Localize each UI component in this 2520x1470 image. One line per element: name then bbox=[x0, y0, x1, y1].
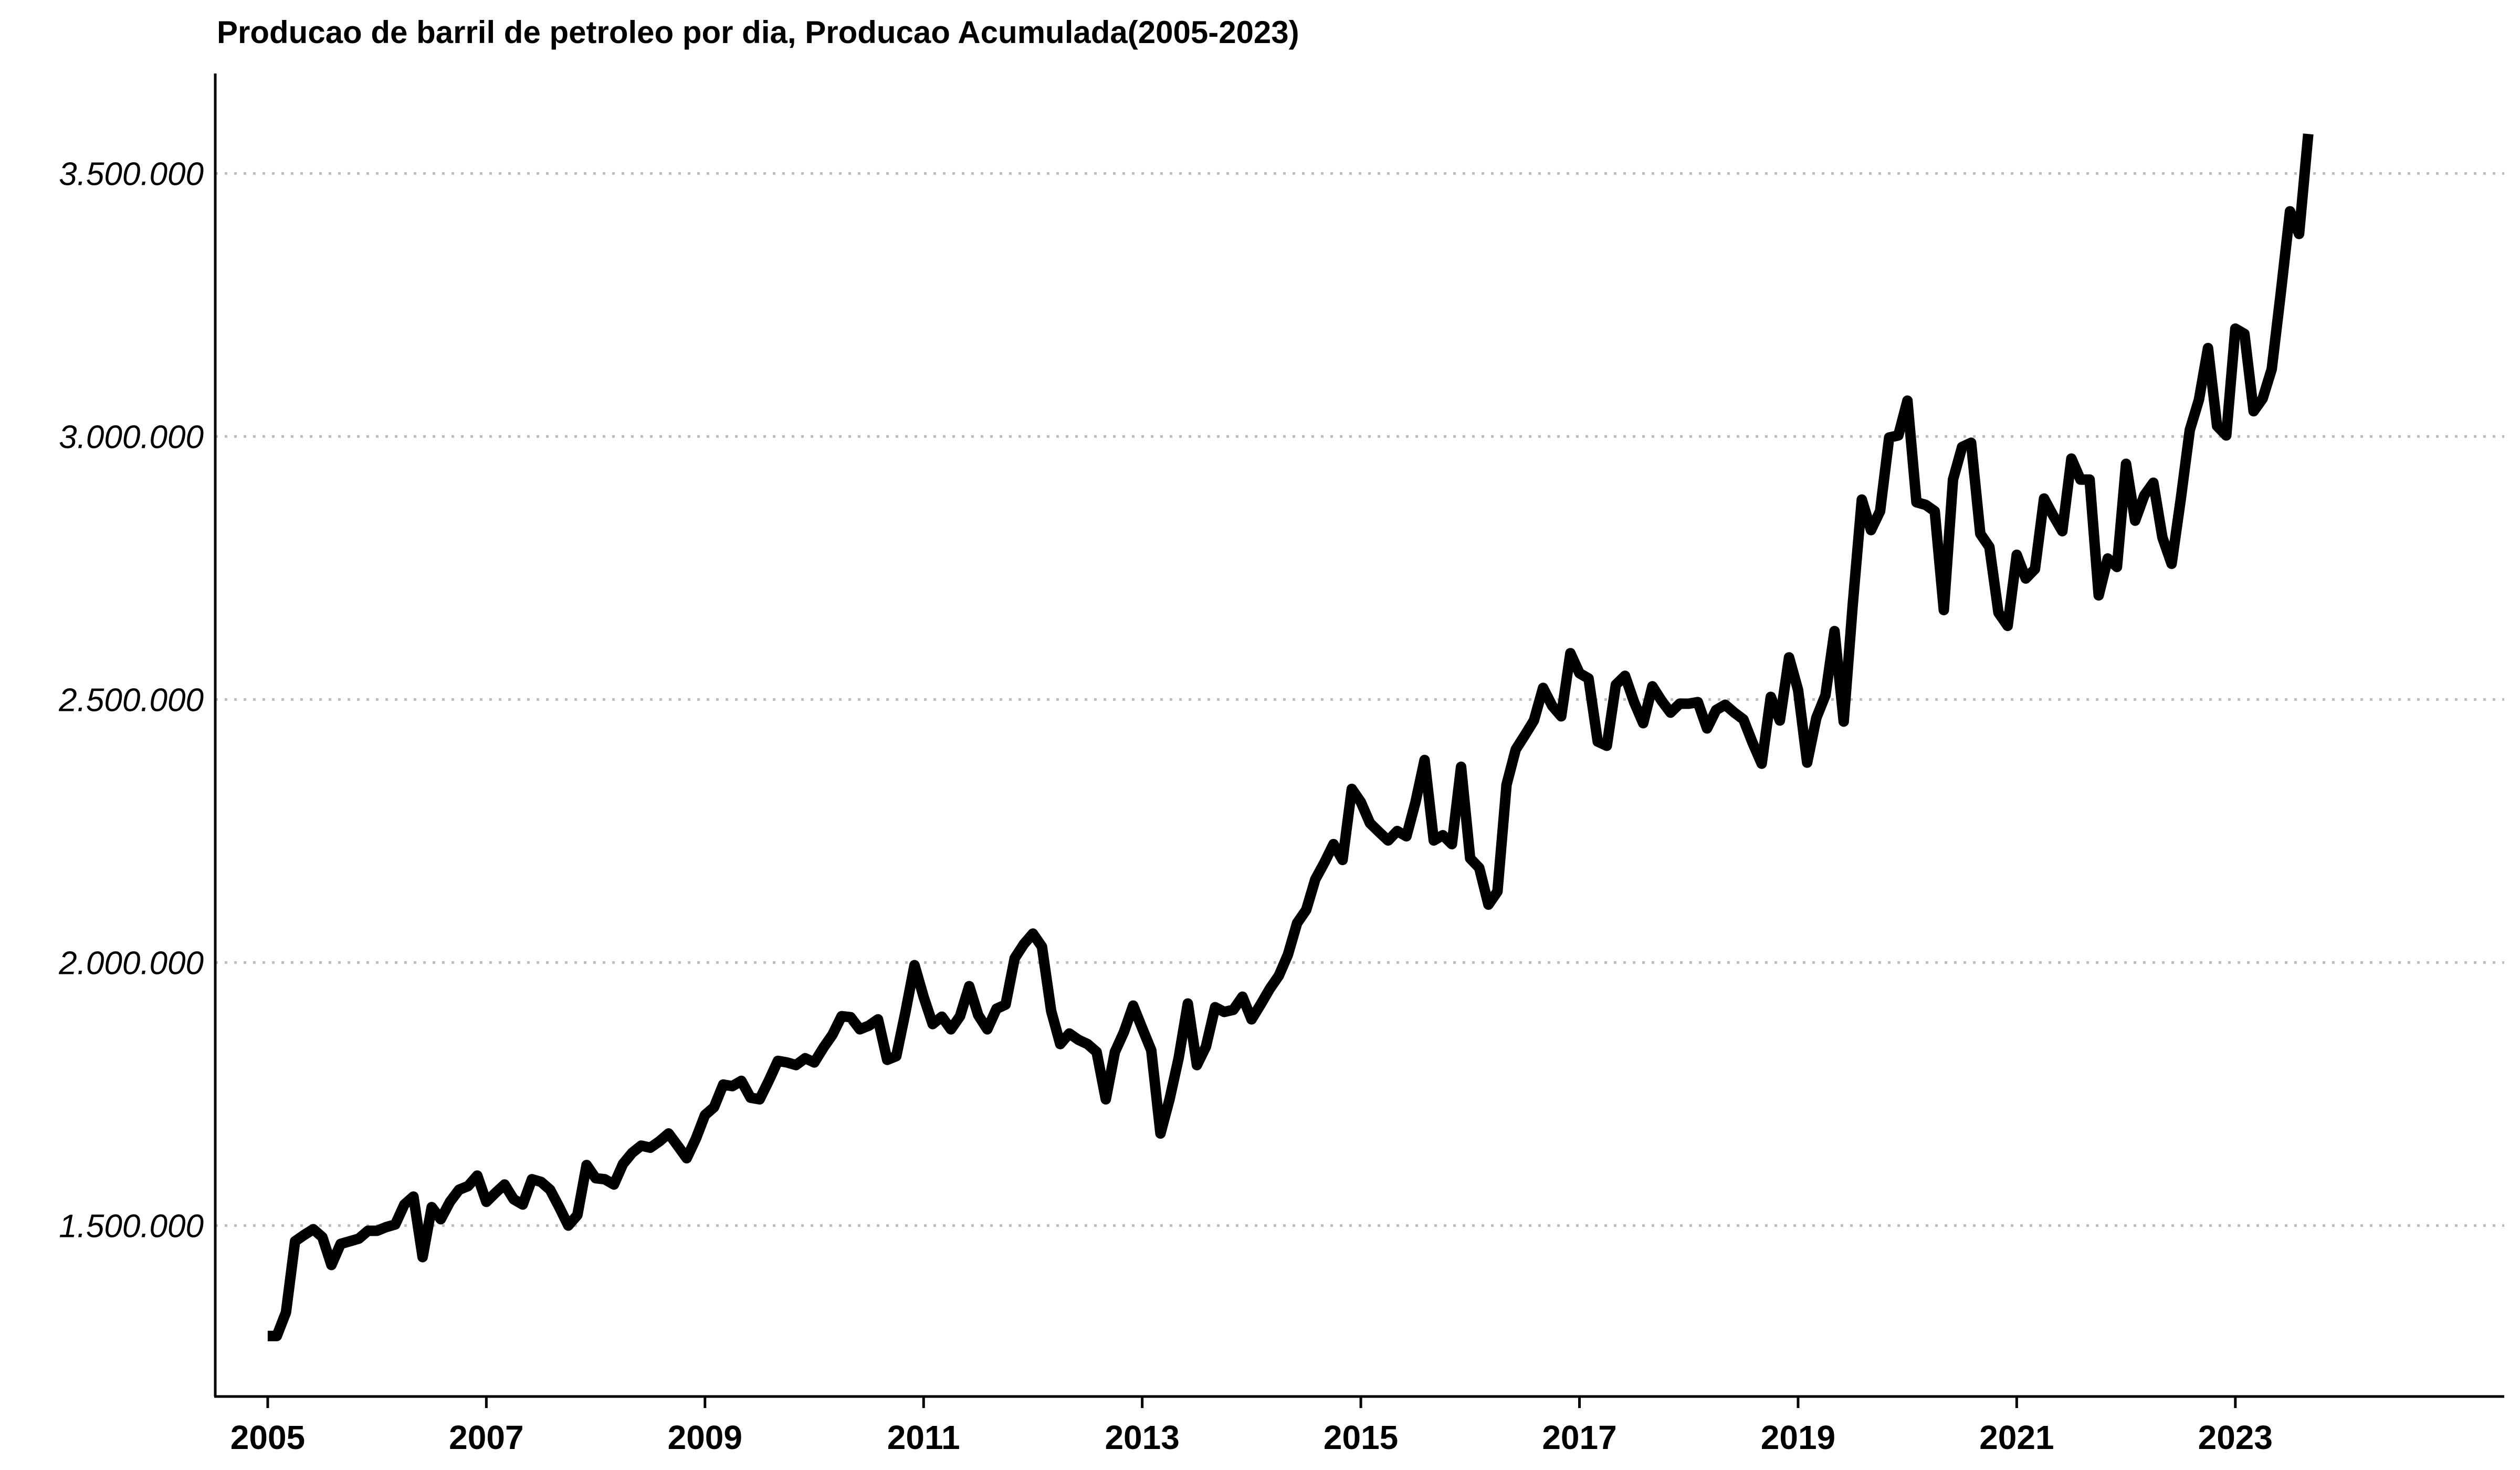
x-tick-label: 2017 bbox=[1542, 1419, 1616, 1456]
x-tick-label: 2007 bbox=[449, 1419, 523, 1456]
x-tick-label: 2021 bbox=[1979, 1419, 2054, 1456]
gridlines bbox=[215, 172, 2504, 1227]
series-layer bbox=[267, 133, 2314, 1341]
y-tick-label: 3.500.000 bbox=[59, 156, 204, 192]
x-tick-label: 2009 bbox=[668, 1419, 742, 1456]
x-tick-label: 2019 bbox=[1761, 1419, 1835, 1456]
x-tick-label: 2015 bbox=[1324, 1419, 1398, 1456]
x-tick-label: 2013 bbox=[1105, 1419, 1179, 1456]
y-axis-ticks: 1.500.000 2.000.000 2.500.000 3.000.000 3.50… bbox=[58, 156, 204, 1244]
y-tick-label: 2.500.000 bbox=[58, 682, 204, 718]
y-tick-label: 2.000.000 bbox=[58, 945, 204, 981]
x-tick-label: 2011 bbox=[887, 1419, 960, 1456]
axes bbox=[214, 74, 2504, 1398]
series-line bbox=[267, 133, 2314, 1341]
x-tick-label: 2023 bbox=[2198, 1419, 2273, 1456]
y-tick-label: 1.500.000 bbox=[59, 1208, 204, 1244]
x-tick-label: 2005 bbox=[230, 1419, 305, 1456]
chart-title: Producao de barril de petroleo por dia, … bbox=[217, 15, 1299, 50]
x-axis-ticks: 2005 2007 2009 2011 2013 2015 2017 2019 2021 2023 bbox=[230, 1396, 2273, 1456]
y-tick-label: 3.000.000 bbox=[59, 419, 204, 455]
